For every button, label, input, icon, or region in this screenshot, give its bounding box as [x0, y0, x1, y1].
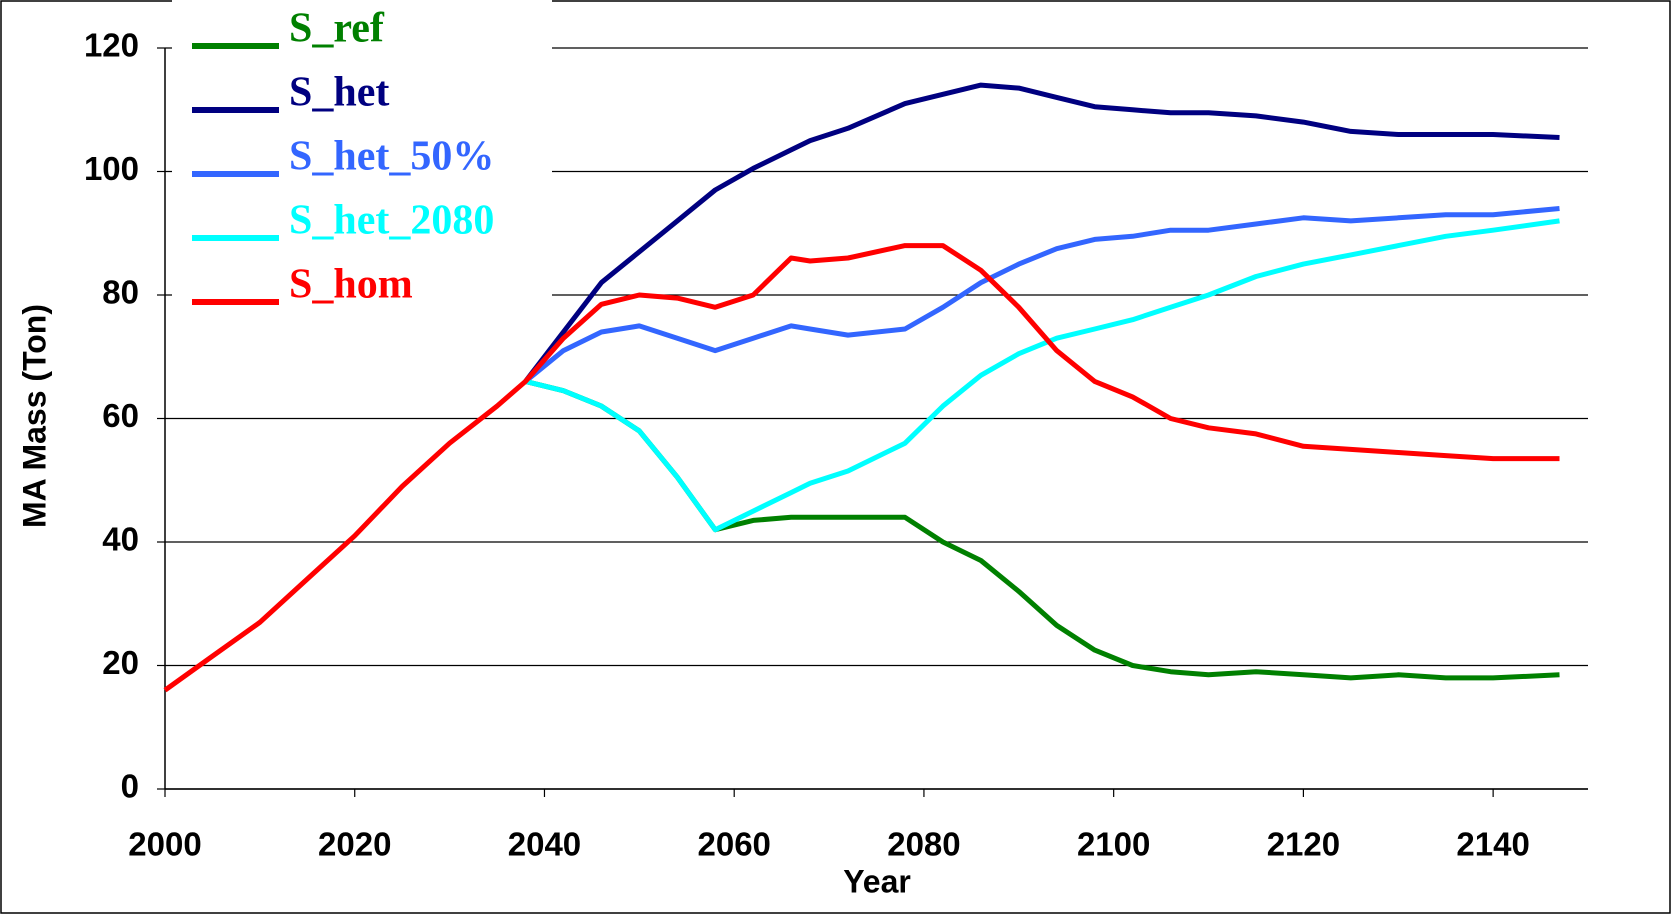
y-tick-label: 100: [84, 150, 139, 187]
lines: [163, 82, 1560, 693]
legend-label: S_het_50%: [289, 134, 494, 180]
legend-label: S_het_2080: [289, 198, 494, 244]
legend-label: S_ref: [289, 6, 385, 52]
series-line: [523, 82, 1560, 383]
legend-label: S_het: [289, 70, 389, 116]
x-tick-label: 2140: [1456, 826, 1529, 863]
legend: S_ref S_het S_het_50% S_het_2080 S_hom: [172, 0, 552, 308]
y-axis-title: MA Mass (Ton): [16, 304, 52, 528]
x-tick-label: 2080: [887, 826, 960, 863]
y-tick-label: 60: [102, 397, 139, 434]
x-tick-label: 2100: [1077, 826, 1150, 863]
x-axis-title: Year: [843, 863, 911, 899]
y-tick-label: 0: [121, 768, 139, 805]
x-tick-label: 2000: [128, 826, 201, 863]
x-tick-label: 2020: [318, 826, 391, 863]
y-tick-label: 20: [102, 644, 139, 681]
x-tick-label: 2120: [1267, 826, 1340, 863]
x-tick-label: 2060: [697, 826, 770, 863]
series-line: [524, 218, 1560, 533]
x-tick-label: 2040: [508, 826, 581, 863]
y-tick-label: 40: [102, 521, 139, 558]
y-tick-label: 120: [84, 27, 139, 64]
y-tick-label: 80: [102, 274, 139, 311]
series-line: [163, 243, 1560, 693]
series-line: [523, 206, 1560, 384]
legend-box: [172, 0, 552, 305]
legend-label: S_hom: [289, 262, 413, 308]
